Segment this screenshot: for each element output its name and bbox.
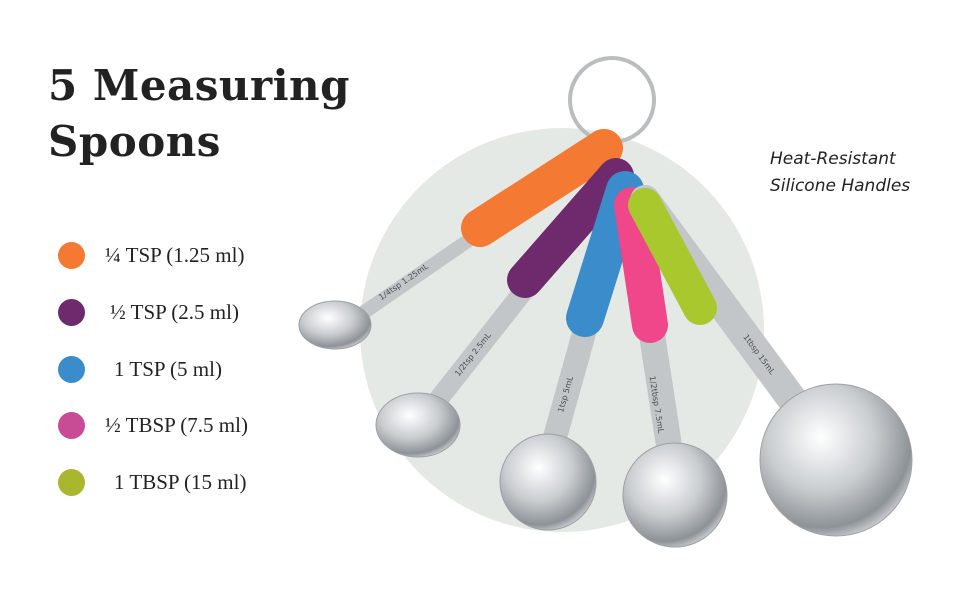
blue-dot-icon [58,355,85,383]
page-title: 5 Measuring Spoons [48,58,350,170]
orange-dot-icon [58,241,85,269]
spoon-one-tbsp: 1tbsp 15mL [628,185,913,537]
legend-item: 1 TBSP (15 ml) [58,467,246,497]
legend-item: ¼ TSP (1.25 ml) [58,240,244,270]
spoon-half-tbsp: 1/2tbsp 7.5mL [614,187,728,548]
legend-label: 1 TBSP (15 ml) [114,469,247,494]
spoon-half-tsp: 1/2tsp 2.5mL [375,158,634,458]
legend-label: ¼ TSP (1.25 ml) [105,242,245,267]
feature-callout: Heat-Resistant Silicone Handles [770,146,910,200]
legend-label: ½ TSP (2.5 ml) [110,299,239,324]
legend-item: 1 TSP (5 ml) [58,354,222,384]
legend-label: ½ TBSP (7.5 ml) [105,412,248,437]
key-ring [568,56,656,144]
feature-line-1: Heat-Resistant [770,149,896,169]
purple-dot-icon [58,298,85,326]
feature-line-2: Silicone Handles [770,176,911,196]
title-line-2: Spoons [48,117,221,166]
green-dot-icon [58,468,85,496]
title-line-1: 5 Measuring [48,61,350,110]
legend-label: 1 TSP (5 ml) [114,356,222,381]
legend-item: ½ TSP (2.5 ml) [58,297,239,327]
spoon-quarter-tsp: 1/4tsp 1.25mL [298,129,623,350]
pink-dot-icon [58,411,85,439]
legend-item: ½ TBSP (7.5 ml) [58,410,248,440]
